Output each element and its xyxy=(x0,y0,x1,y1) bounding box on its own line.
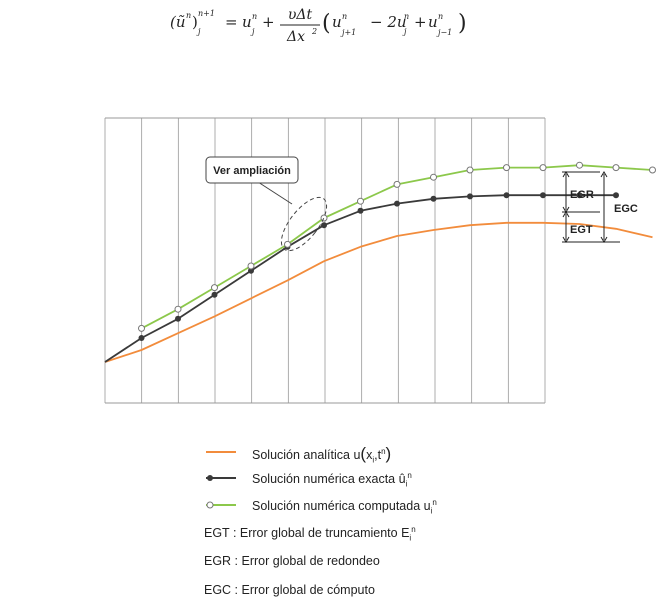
exact-point xyxy=(576,192,583,199)
zoom-ellipse xyxy=(280,196,328,252)
grid xyxy=(104,117,546,404)
exact-point xyxy=(321,222,327,229)
computed-point xyxy=(576,161,583,169)
computed-point xyxy=(320,214,328,222)
egc-arrowheads xyxy=(600,171,608,243)
analytic-curve xyxy=(104,221,653,363)
formula-fraction-denominator-sup: 2 xyxy=(311,27,317,36)
exact-point xyxy=(540,192,546,199)
legend-exact: Solución numérica exacta ûin xyxy=(252,471,412,489)
legend-computed-sub: i xyxy=(430,506,433,516)
callout-leader xyxy=(257,181,293,205)
formula-u1-sub: j xyxy=(250,27,255,36)
legend-computed-sup: n xyxy=(432,498,437,507)
formula-paren-close: ) xyxy=(458,11,467,36)
exact-point xyxy=(175,315,181,322)
exact-point xyxy=(248,267,254,274)
legend-exact-marker xyxy=(207,475,213,481)
legend-egt: EGT : Error global de truncamiento Ein xyxy=(204,525,416,543)
legend-egr-text: EGR : Error global de redondeo xyxy=(204,554,380,568)
markers xyxy=(138,161,656,341)
formula-plus2: + xyxy=(414,13,427,31)
exact-point xyxy=(467,193,473,200)
formula-lhs-sup-inner: n xyxy=(186,11,191,20)
legend-egt-sup: n xyxy=(411,525,416,534)
formula: (ũ n ) n+1 j = u n j + υΔt Δx 2 ( u n j+… xyxy=(170,7,467,45)
egt-arrowheads xyxy=(562,211,570,243)
computed-point xyxy=(284,240,291,248)
exact-point xyxy=(613,192,619,199)
exact-point xyxy=(503,192,510,199)
formula-u1: u xyxy=(242,13,252,31)
formula-u2: u xyxy=(332,13,342,31)
legend-egt-sub: i xyxy=(409,533,412,543)
legend-analytic-sup: n xyxy=(381,446,386,456)
legend-exact-sub: i xyxy=(405,479,408,489)
computed-point xyxy=(211,284,218,292)
computed-point xyxy=(539,164,547,172)
computed-point xyxy=(138,324,145,332)
legend-exact-sup: n xyxy=(407,471,412,480)
exact-point xyxy=(357,207,364,214)
exact-point xyxy=(394,200,400,207)
legend-analytic-text: Solución analítica u xyxy=(252,448,361,462)
callout-label: Ver ampliación xyxy=(213,165,291,177)
formula-u3-sup: n xyxy=(404,12,409,21)
egt-label: EGT xyxy=(570,224,593,236)
formula-u4: u xyxy=(428,13,438,31)
exact-curve xyxy=(104,194,616,363)
formula-fraction-denominator: Δx xyxy=(286,29,305,45)
legend-computed: Solución numérica computada uin xyxy=(252,498,437,516)
exact-point xyxy=(211,291,218,298)
formula-lhs-close: ) xyxy=(192,13,198,31)
legend-analytic-sub: i xyxy=(372,455,375,465)
formula-u4-sup: n xyxy=(438,12,443,21)
callout-box xyxy=(205,156,299,184)
formula-u1-sup: n xyxy=(252,12,257,21)
exact-point xyxy=(138,335,145,341)
egc-label: EGC xyxy=(614,203,638,215)
legend-egr: EGR : Error global de redondeo xyxy=(204,554,380,568)
computed-point xyxy=(430,173,437,181)
formula-u4-sub: j−1 xyxy=(436,28,452,37)
computed-point xyxy=(466,166,474,174)
error-brackets: EGR EGT EGC xyxy=(562,171,638,243)
exact-point xyxy=(430,195,437,202)
legend-analytic-comma: ,t xyxy=(374,448,382,462)
computed-point xyxy=(612,164,620,172)
computed-point xyxy=(649,166,656,174)
formula-lhs-sup-outer: n+1 xyxy=(198,9,215,18)
legend-egc-text: EGC : Error global de cómputo xyxy=(204,583,375,597)
formula-u2-sub: j+1 xyxy=(340,28,356,37)
egr-label: EGR xyxy=(570,189,594,201)
formula-equals: = xyxy=(225,13,238,31)
computed-point xyxy=(247,262,255,270)
formula-plus1: + xyxy=(262,13,275,31)
computed-point xyxy=(503,164,510,172)
zoom-callout: Ver ampliación xyxy=(205,156,328,252)
formula-fraction-numerator: υΔt xyxy=(288,7,313,23)
computed-point xyxy=(174,305,182,313)
formula-u2-sup: n xyxy=(342,12,347,21)
legend-computed-marker xyxy=(206,501,214,509)
formula-lhs-base: (ũ xyxy=(170,13,186,31)
legend-egc: EGC : Error global de cómputo xyxy=(204,583,375,597)
legend-egt-text: EGT : Error global de truncamiento E xyxy=(204,526,410,541)
legend-swatches xyxy=(206,451,236,509)
formula-u3-sub: j xyxy=(402,27,407,36)
computed-point xyxy=(393,180,401,188)
legend-analytic: Solución analítica u(xi,tn) xyxy=(252,444,392,465)
computed-point xyxy=(357,197,364,205)
formula-minus-2u: − 2u xyxy=(370,13,407,31)
legend-computed-text: Solución numérica computada u xyxy=(252,499,431,514)
legend-analytic-args: x xyxy=(366,448,373,462)
legend-exact-text: Solución numérica exacta û xyxy=(252,472,406,487)
formula-lhs-sub: j xyxy=(196,27,201,36)
formula-paren-open: ( xyxy=(322,11,331,36)
